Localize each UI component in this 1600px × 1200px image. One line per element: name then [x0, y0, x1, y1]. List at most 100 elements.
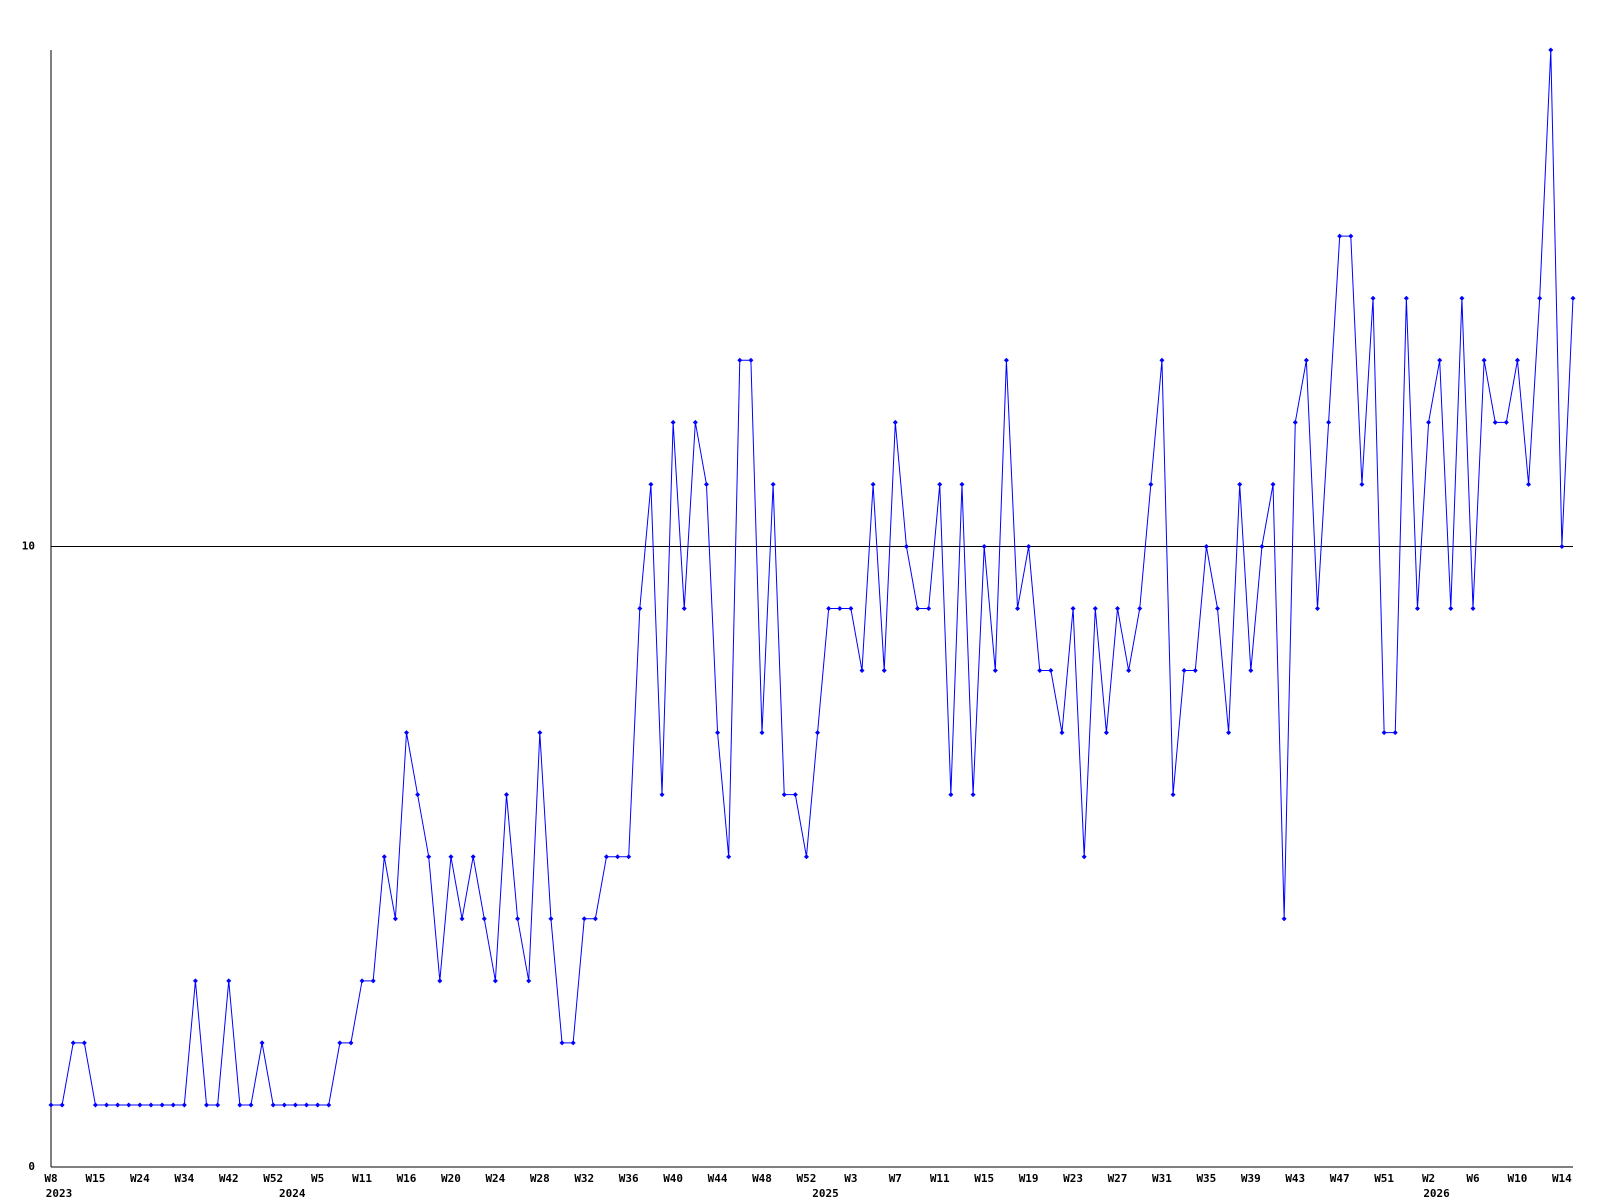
- point: [1314, 606, 1320, 611]
- x-tick-label: W36: [619, 1172, 639, 1185]
- x-tick-label: W52: [797, 1172, 817, 1185]
- point: [692, 419, 698, 425]
- point: [1281, 916, 1287, 922]
- point: [559, 1040, 565, 1046]
- point: [1448, 606, 1454, 611]
- point: [1537, 295, 1543, 301]
- point: [926, 606, 932, 611]
- point: [226, 978, 232, 984]
- point: [1570, 295, 1576, 301]
- point: [1348, 233, 1354, 239]
- point: [248, 1102, 254, 1108]
- point: [659, 792, 665, 798]
- point: [792, 792, 798, 798]
- x-tick-label: W51: [1374, 1172, 1394, 1185]
- point: [159, 1102, 165, 1108]
- point: [181, 1102, 187, 1108]
- point: [915, 606, 921, 611]
- x-group-label: 2026: [1423, 1187, 1450, 1200]
- point: [503, 792, 509, 798]
- point: [681, 606, 687, 611]
- x-tick-label: W8: [44, 1172, 57, 1185]
- point: [315, 1102, 321, 1108]
- point: [1526, 481, 1532, 487]
- point: [1059, 730, 1065, 736]
- x-tick-label: W7: [889, 1172, 902, 1185]
- x-tick-label: W3: [844, 1172, 857, 1185]
- point: [770, 481, 776, 487]
- x-tick-label: W52: [263, 1172, 283, 1185]
- point: [1092, 606, 1098, 611]
- point: [1414, 606, 1420, 611]
- point: [892, 419, 898, 425]
- point: [204, 1102, 210, 1108]
- point: [1381, 730, 1387, 736]
- point: [1248, 668, 1254, 674]
- point: [948, 792, 954, 798]
- point: [759, 730, 765, 736]
- x-tick-label: W20: [441, 1172, 461, 1185]
- point: [648, 481, 654, 487]
- point: [1237, 481, 1243, 487]
- x-tick-label: W11: [352, 1172, 372, 1185]
- point: [1115, 606, 1121, 611]
- point: [1337, 233, 1343, 239]
- point: [326, 1102, 332, 1108]
- point: [703, 481, 709, 487]
- point: [126, 1102, 132, 1108]
- x-tick-label: W6: [1466, 1172, 1480, 1185]
- point: [903, 543, 909, 549]
- point: [104, 1102, 110, 1108]
- point: [1514, 357, 1520, 363]
- point: [1081, 854, 1087, 860]
- x-tick-label: W39: [1241, 1172, 1261, 1185]
- point: [481, 916, 487, 922]
- point: [970, 792, 976, 798]
- point: [570, 1040, 576, 1046]
- point: [670, 419, 676, 425]
- point: [59, 1102, 65, 1108]
- point: [1470, 606, 1476, 611]
- point: [1148, 481, 1154, 487]
- point: [359, 978, 365, 984]
- x-tick-label: W44: [708, 1172, 728, 1185]
- point: [348, 1040, 354, 1046]
- point: [1437, 357, 1443, 363]
- point: [1492, 419, 1498, 425]
- point: [70, 1040, 76, 1046]
- point: [848, 606, 854, 611]
- point: [1370, 295, 1376, 301]
- point: [537, 730, 543, 736]
- line: [51, 49, 1574, 1106]
- point: [92, 1102, 98, 1108]
- point: [426, 854, 432, 860]
- point: [781, 792, 787, 798]
- point: [1459, 295, 1465, 301]
- point: [881, 668, 887, 674]
- x-tick-label: W11: [930, 1172, 950, 1185]
- point: [337, 1040, 343, 1046]
- point: [870, 481, 876, 487]
- x-tick-label: W16: [397, 1172, 417, 1185]
- point: [837, 606, 843, 611]
- point: [1037, 668, 1043, 674]
- point: [270, 1102, 276, 1108]
- point: [1548, 47, 1554, 53]
- point: [1503, 419, 1509, 425]
- x-tick-label: W34: [174, 1172, 194, 1185]
- x-tick-label: W14: [1552, 1172, 1572, 1185]
- point: [415, 792, 421, 798]
- x-tick-label: W23: [1063, 1172, 1083, 1185]
- x-tick-label: W47: [1330, 1172, 1350, 1185]
- point: [548, 916, 554, 922]
- point: [81, 1040, 87, 1046]
- point: [1137, 606, 1143, 611]
- point: [1392, 730, 1398, 736]
- point: [1070, 606, 1076, 611]
- x-tick-label: W48: [752, 1172, 772, 1185]
- point: [304, 1102, 310, 1108]
- point: [1003, 357, 1009, 363]
- point: [237, 1102, 243, 1108]
- point: [992, 668, 998, 674]
